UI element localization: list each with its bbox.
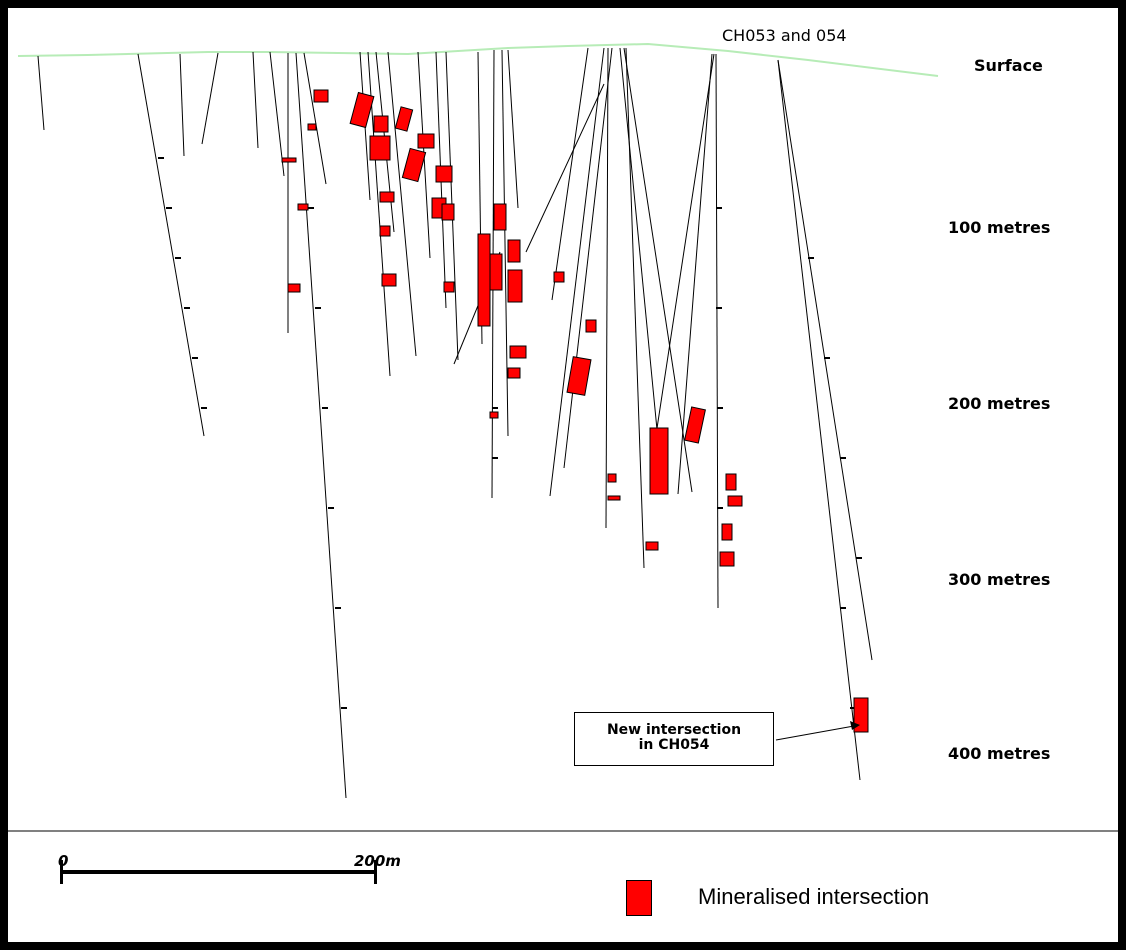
drill-hole	[507, 49, 519, 209]
drill-hole	[623, 47, 693, 493]
intersection	[435, 165, 453, 183]
intersection	[645, 541, 659, 551]
intersection	[381, 273, 397, 287]
drill-hole	[677, 53, 713, 495]
callout-line-2: in CH054	[638, 737, 710, 753]
intersection	[307, 123, 317, 131]
intersection	[649, 427, 669, 495]
depth-label-400: 400 metres	[948, 744, 1051, 763]
drill-hole	[777, 59, 861, 781]
intersection	[417, 133, 435, 149]
drill-hole	[37, 55, 45, 131]
intersection	[507, 367, 521, 379]
intersection	[509, 345, 527, 359]
intersection	[607, 473, 617, 483]
legend-swatch	[626, 880, 652, 916]
intersection	[507, 239, 521, 263]
drill-hole	[269, 51, 285, 177]
surface-label: Surface	[974, 56, 1043, 75]
drill-hole	[653, 53, 715, 449]
legend-label: Mineralised intersection	[698, 884, 930, 909]
drill-hole	[501, 49, 509, 437]
depth-label-100: 100 metres	[948, 218, 1051, 237]
drill-hole	[201, 52, 219, 145]
intersection	[566, 356, 592, 396]
intersection	[489, 411, 499, 419]
scale-start-label: 0	[58, 852, 69, 870]
surface-line	[17, 42, 939, 77]
intersection	[297, 203, 309, 211]
intersection	[379, 191, 395, 203]
scale-tick-left	[60, 860, 63, 884]
cross-section-frame: CH053 and 054 Surface 100 metres 200 met…	[8, 8, 1118, 942]
intersection	[443, 281, 455, 293]
drill-hole	[525, 83, 605, 253]
scale-bar	[60, 870, 376, 874]
intersection	[349, 91, 375, 129]
intersection	[553, 271, 565, 283]
intersection	[489, 253, 503, 291]
scale-tick-right	[374, 860, 377, 884]
drill-hole	[179, 53, 185, 157]
drill-hole	[295, 52, 347, 799]
drill-hole	[551, 47, 589, 301]
new-intersection-callout: New intersection in CH054	[574, 712, 774, 766]
callout-arrow	[775, 721, 860, 741]
intersection	[441, 203, 455, 221]
intersection	[607, 495, 621, 501]
intersection	[853, 697, 869, 733]
intersection	[507, 269, 523, 303]
drill-hole	[137, 53, 205, 437]
drill-hole	[387, 51, 417, 357]
intersection	[721, 523, 733, 541]
drill-hole	[252, 51, 259, 149]
drill-section-diagram	[17, 42, 939, 799]
intersection	[725, 473, 737, 491]
drill-holes	[37, 47, 873, 799]
hole-id-label: CH053 and 054	[722, 26, 847, 45]
intersection	[493, 203, 507, 231]
drill-hole	[605, 47, 609, 529]
intersection	[684, 406, 706, 444]
drill-hole	[715, 53, 719, 609]
drill-hole	[777, 59, 873, 661]
drill-hole	[563, 47, 613, 469]
intersection	[585, 319, 597, 333]
intersection	[394, 106, 414, 132]
intersection	[401, 147, 427, 183]
drill-hole	[549, 47, 605, 497]
intersection	[313, 89, 329, 103]
intersection	[369, 135, 391, 161]
depth-label-300: 300 metres	[948, 570, 1051, 589]
callout-line-1: New intersection	[606, 722, 742, 738]
depth-label-200: 200 metres	[948, 394, 1051, 413]
mineralised-intersections	[281, 89, 869, 733]
intersection	[281, 157, 297, 163]
intersection	[477, 233, 491, 327]
intersection	[379, 225, 391, 237]
drill-hole	[303, 52, 327, 185]
intersection	[287, 283, 301, 293]
drill-hole	[625, 47, 645, 569]
drill-hole	[619, 47, 659, 441]
intersection	[719, 551, 735, 567]
intersection	[373, 115, 389, 133]
legend-divider	[8, 830, 1118, 832]
intersection	[727, 495, 743, 507]
scale-end-label: 200m	[354, 852, 401, 870]
depth-ticks	[158, 157, 862, 709]
